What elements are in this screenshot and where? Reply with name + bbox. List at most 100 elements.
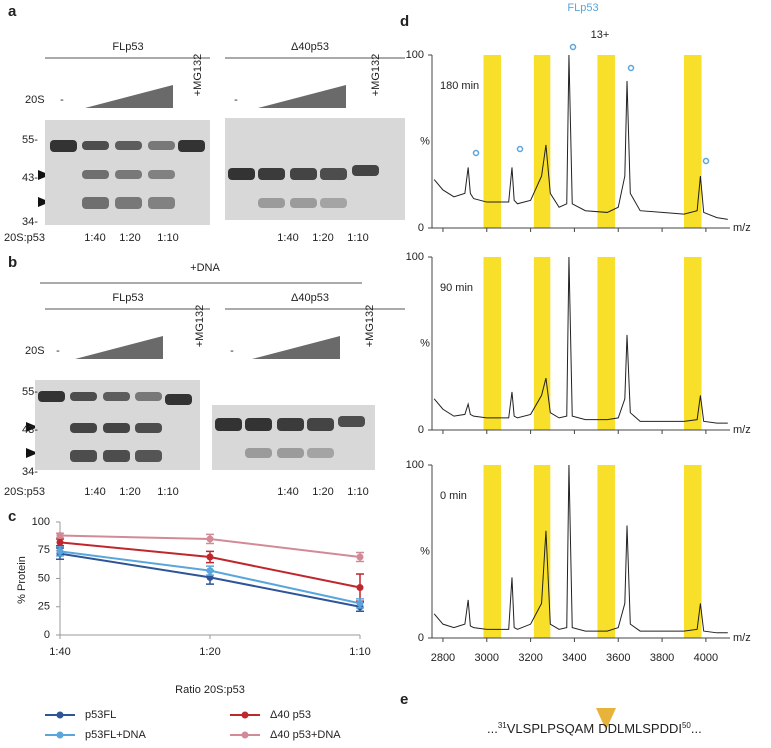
ratio: 1:40: [84, 232, 105, 244]
data-point: [206, 535, 214, 543]
y-axis-label: %: [420, 337, 430, 349]
mw-marker: 34-: [22, 466, 38, 478]
sequence: ...31VLSPLPSQAM DDLMLSPDDI50...: [487, 721, 702, 737]
highlight-band: [483, 257, 502, 430]
inhibitor-label: +MG132: [364, 305, 376, 348]
y-tick-label: 0: [418, 222, 424, 234]
x-tick-label: 3000: [475, 652, 499, 664]
x-axis-label: m/z: [733, 632, 751, 644]
data-point: [356, 584, 364, 592]
gel-band: [115, 170, 142, 179]
mw-marker: 43-: [22, 424, 38, 436]
panel-label: c: [8, 508, 16, 525]
blank-lane: -: [230, 345, 234, 357]
mw-marker: 34-: [22, 216, 38, 228]
gel-band: [115, 141, 142, 150]
x-axis-label: m/z: [733, 222, 751, 234]
highlight-band: [533, 465, 551, 638]
spectrum-line: [433, 54, 728, 220]
gel-band: [148, 197, 175, 209]
enzyme-ramp: [252, 336, 340, 359]
group-label: FLp53: [112, 292, 143, 304]
gel-band: [320, 168, 347, 180]
gel-band: [320, 198, 347, 208]
gel-band: [277, 418, 304, 431]
cleavage-marker: [596, 708, 616, 730]
ratio: 1:10: [347, 232, 368, 244]
sequence-part: DDLMLSPDDI: [598, 721, 682, 736]
gel-band: [178, 140, 205, 152]
highlight-band: [683, 55, 702, 228]
ratio-label: 20S:p53: [4, 486, 45, 498]
spectrum-line: [433, 256, 728, 424]
gel-band: [148, 170, 175, 179]
gel-band: [82, 141, 109, 150]
gel-band: [245, 448, 272, 458]
legend-label: Δ40 p53+DNA: [270, 729, 341, 741]
enzyme-label: 20S: [25, 94, 45, 106]
y-tick-label: 0: [44, 629, 50, 641]
legend-swatch: [241, 731, 249, 739]
gel-band: [307, 448, 334, 458]
panel-label: d: [400, 13, 409, 30]
gel-band: [290, 168, 317, 180]
ratio-label: 20S:p53: [4, 232, 45, 244]
enzyme-ramp: [85, 85, 173, 108]
y-tick-label: 0: [418, 632, 424, 644]
gel-band: [70, 423, 97, 433]
gel-band: [277, 448, 304, 458]
gel-band: [148, 141, 175, 150]
series-label: 180 min: [440, 80, 479, 92]
legend-swatch: [56, 731, 64, 739]
highlight-band: [597, 257, 615, 430]
highlight-band: [483, 465, 502, 638]
x-axis-label: Ratio 20S:p53: [175, 684, 245, 696]
panel-label: b: [8, 254, 17, 271]
gel-band: [165, 394, 192, 405]
gel-band: [103, 392, 130, 401]
blank-lane: -: [60, 94, 64, 106]
gel-band: [338, 416, 365, 427]
annotation: 13+: [591, 29, 610, 41]
ratio: 1:40: [277, 232, 298, 244]
x-tick-label: 2800: [431, 652, 455, 664]
ratio: 1:40: [277, 486, 298, 498]
group-label: FLp53: [112, 41, 143, 53]
group-label: Δ40p53: [291, 41, 329, 53]
gel-band: [228, 168, 255, 180]
x-tick-label: 1:40: [49, 646, 70, 658]
gel-band: [135, 450, 162, 462]
gel-band: [38, 391, 65, 402]
gel-band: [70, 450, 97, 462]
gel-band: [50, 140, 77, 152]
legend-label: p53FL+DNA: [85, 729, 147, 741]
spectrum-line: [433, 464, 728, 634]
gel-band: [258, 168, 285, 180]
data-point: [56, 532, 64, 540]
gel-band: [115, 197, 142, 209]
ratio: 1:10: [347, 486, 368, 498]
y-tick-label: 100: [406, 459, 424, 471]
series-label: 90 min: [440, 282, 473, 294]
gel-band: [103, 423, 130, 433]
data-point: [356, 599, 364, 607]
sequence-part: VLSPLPSQAM: [507, 721, 594, 736]
ratio: 1:20: [119, 486, 140, 498]
sequence-part: ...: [691, 721, 702, 736]
peak-markers: [472, 43, 710, 165]
sequence-part: 50: [682, 721, 691, 730]
blank-lane: -: [56, 345, 60, 357]
legend-label: p53FL: [85, 709, 116, 721]
inhibitor-label: +MG132: [370, 54, 382, 97]
gel-band: [82, 170, 109, 179]
x-tick-label: 3400: [562, 652, 586, 664]
data-point: [56, 547, 64, 555]
x-tick-label: 1:10: [349, 646, 370, 658]
y-tick-label: 100: [406, 251, 424, 263]
series-label: 0 min: [440, 490, 467, 502]
gel-band: [258, 198, 285, 208]
x-tick-label: 4000: [694, 652, 718, 664]
y-tick-label: 100: [406, 49, 424, 61]
sequence-part: ...: [487, 721, 498, 736]
gel-band: [352, 165, 379, 176]
